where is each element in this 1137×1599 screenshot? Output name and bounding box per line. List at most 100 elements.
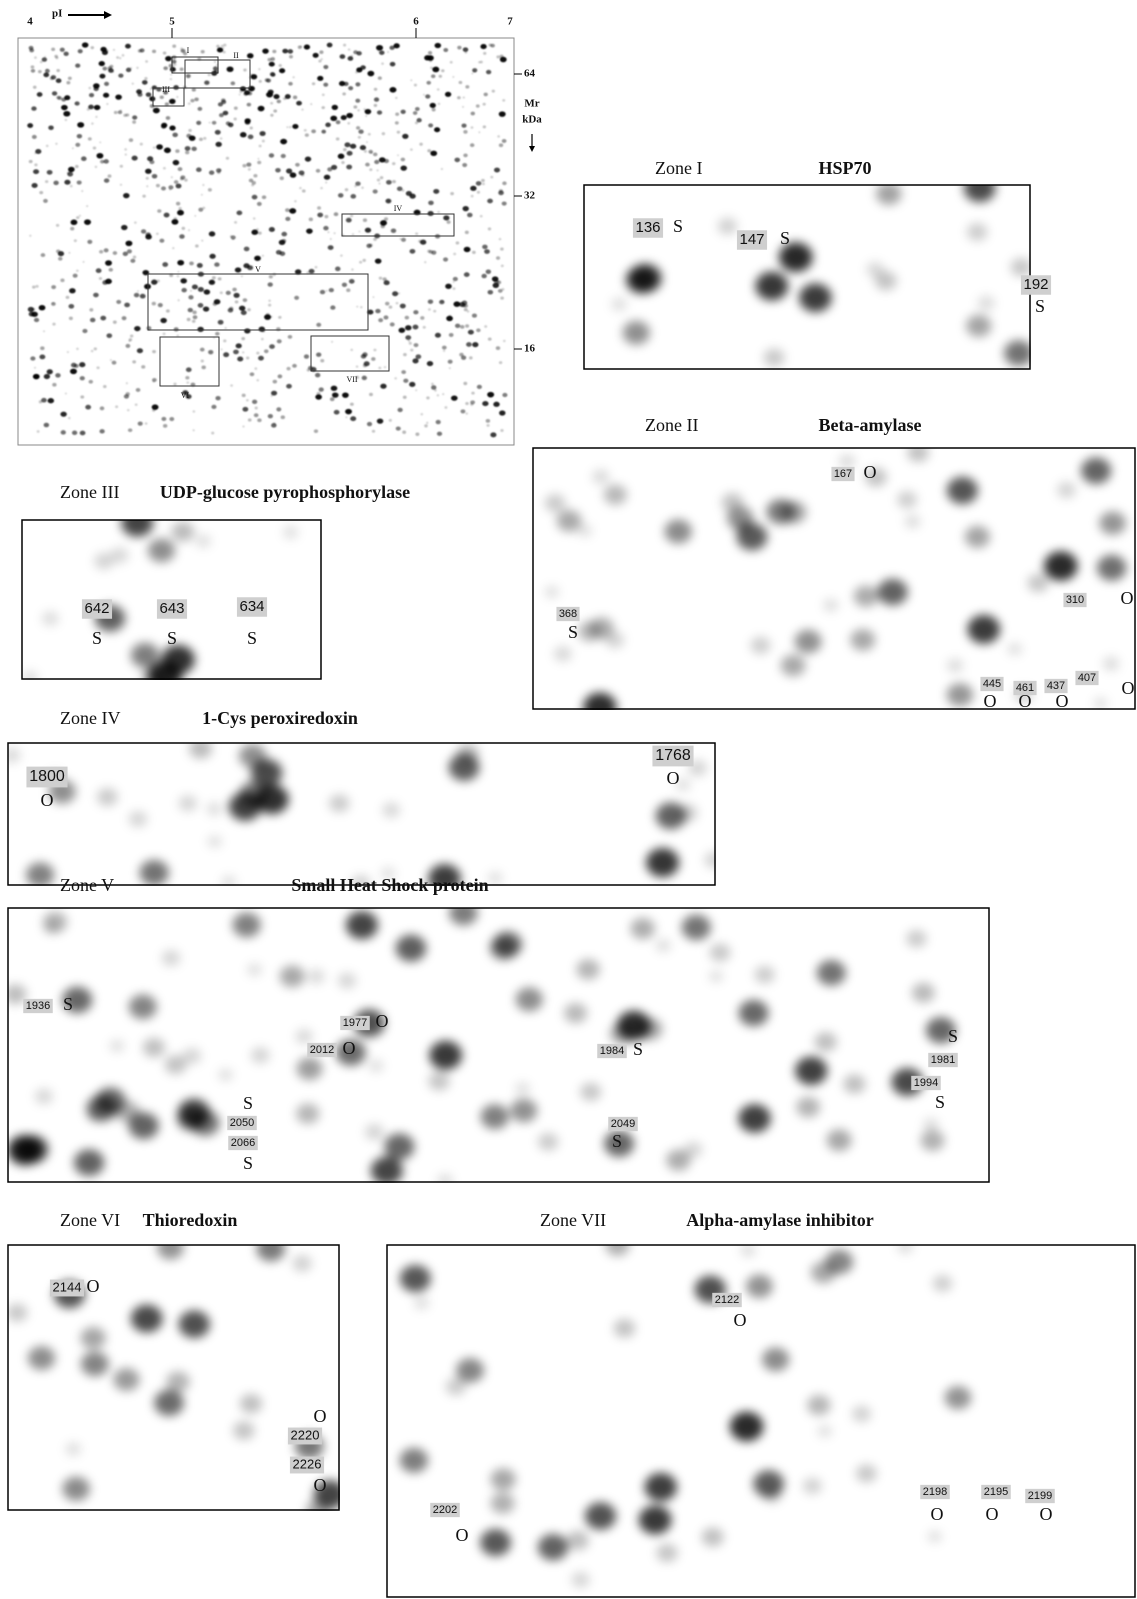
gel-spot xyxy=(80,376,85,380)
gel-spot xyxy=(29,46,34,50)
gel-spot xyxy=(278,374,283,378)
gel-spot xyxy=(362,376,367,380)
gel-spot xyxy=(35,285,38,288)
gel-spot xyxy=(502,201,507,205)
spot-id: 2012 xyxy=(310,1044,334,1056)
spot-id: 192 xyxy=(1023,276,1048,293)
protein-spot xyxy=(646,848,679,877)
gel-spot xyxy=(91,46,95,49)
gel-spot xyxy=(499,238,502,241)
gel-spot xyxy=(47,170,53,175)
gel-spot xyxy=(472,68,477,72)
protein-spot xyxy=(571,1572,590,1588)
zone-spot-layer xyxy=(400,1235,972,1588)
gel-spot xyxy=(142,195,146,198)
protein-spot xyxy=(1081,457,1111,483)
gel-spot xyxy=(251,184,254,187)
gel-spot xyxy=(42,57,47,61)
gel-spot xyxy=(208,350,213,354)
gel-spot xyxy=(456,241,460,244)
gel-spot xyxy=(68,417,71,419)
gel-spot xyxy=(33,169,39,174)
gel-spot xyxy=(203,137,206,140)
gel-spot xyxy=(377,178,380,181)
gel-spot xyxy=(347,151,353,156)
gel-spot xyxy=(360,145,366,150)
gel-spot xyxy=(341,115,347,120)
gel-spot xyxy=(390,62,396,67)
gel-spot xyxy=(253,217,256,219)
gel-spot xyxy=(184,178,188,181)
protein-spot xyxy=(449,754,480,781)
gel-spot xyxy=(419,143,423,146)
gel-spot xyxy=(377,110,382,114)
gel-spot xyxy=(465,412,468,414)
protein-spot xyxy=(655,939,671,952)
gel-spot xyxy=(134,326,140,331)
gel-spot xyxy=(420,240,426,245)
gel-spot xyxy=(146,185,148,187)
protein-spot xyxy=(538,1534,568,1561)
gel-spot xyxy=(410,349,413,352)
gel-spot xyxy=(380,384,386,389)
gel-spot xyxy=(199,138,203,141)
gel-spot xyxy=(140,143,143,146)
gel-spot xyxy=(470,403,473,406)
gel-spot xyxy=(268,304,271,307)
gel-spot xyxy=(241,275,243,277)
protein-spot xyxy=(737,523,768,550)
spot-class: O xyxy=(1040,1504,1053,1524)
gel-spot xyxy=(172,133,178,138)
protein-spot xyxy=(905,515,921,529)
protein-spot xyxy=(626,266,657,293)
gel-spot xyxy=(463,96,465,98)
gel-spot xyxy=(203,306,209,311)
gel-spot xyxy=(423,326,426,329)
protein-spot xyxy=(854,585,879,607)
zone-panel: Zone IV1-Cys peroxiredoxin1800O1768O xyxy=(3,708,724,893)
gel-spot xyxy=(471,72,473,74)
gel-spot xyxy=(348,56,354,61)
spot-id: 2226 xyxy=(293,1456,322,1471)
gel-spot xyxy=(304,45,310,50)
gel-spot xyxy=(342,392,349,397)
gel-spot xyxy=(39,400,43,403)
spot-class: O xyxy=(734,1310,747,1330)
gel-spot xyxy=(61,430,66,434)
gel-spot xyxy=(141,365,145,369)
gel-spot xyxy=(462,163,467,167)
gel-spot xyxy=(132,120,136,123)
gel-spot xyxy=(221,45,224,48)
gel-spot xyxy=(201,239,203,241)
gel-spot xyxy=(343,82,348,86)
pi-tick-label: 7 xyxy=(507,16,513,28)
gel-spot xyxy=(391,229,396,233)
gel-spot xyxy=(492,90,495,93)
gel-spot xyxy=(295,163,300,167)
gel-spot xyxy=(395,121,399,124)
gel-spot xyxy=(310,103,312,105)
gel-spot xyxy=(34,367,36,369)
gel-spot xyxy=(451,395,458,400)
gel-spot xyxy=(490,432,496,437)
gel-spot xyxy=(174,327,179,331)
gel-spot xyxy=(64,180,70,185)
gel-spot xyxy=(113,251,118,255)
gel-spot xyxy=(216,45,219,48)
gel-spot xyxy=(220,291,223,294)
gel-spot xyxy=(288,49,294,54)
gel-spot xyxy=(213,302,218,306)
gel-spot xyxy=(423,94,425,96)
protein-spot xyxy=(308,969,325,984)
gel-spot xyxy=(173,217,177,220)
gel-spot xyxy=(497,135,500,138)
gel-spot xyxy=(301,108,303,110)
gel-spot xyxy=(480,215,483,218)
gel-spot xyxy=(336,137,340,140)
protein-spot xyxy=(97,788,118,806)
gel-spot xyxy=(436,420,441,424)
gel-spot xyxy=(39,191,43,194)
spot-id: 2066 xyxy=(231,1137,255,1149)
protein-spot xyxy=(109,1040,124,1053)
gel-spot xyxy=(230,384,233,387)
